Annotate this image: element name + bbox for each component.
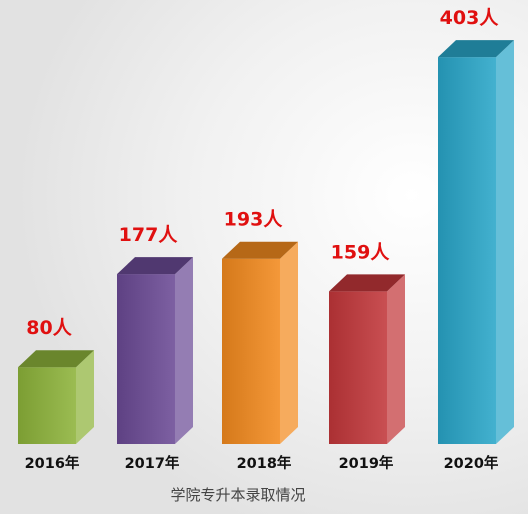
bar-side-2 bbox=[280, 241, 298, 444]
bar-top-1 bbox=[117, 257, 193, 275]
bar-value-label-4: 403人 bbox=[440, 7, 500, 29]
bar-front-4 bbox=[438, 57, 496, 445]
bar-value-label-2: 193人 bbox=[224, 209, 284, 231]
bar-side-4 bbox=[496, 40, 514, 445]
bar-value-label-1: 177人 bbox=[119, 224, 179, 246]
bar-top-3 bbox=[329, 274, 405, 292]
bar-side-1 bbox=[175, 257, 193, 444]
bar-top-4 bbox=[438, 40, 514, 58]
x-tick-label-1: 2017年 bbox=[125, 454, 180, 472]
bar-top-0 bbox=[18, 350, 94, 368]
bar-front-1 bbox=[117, 274, 175, 444]
x-tick-label-3: 2019年 bbox=[339, 454, 394, 472]
x-tick-label-4: 2020年 bbox=[444, 454, 499, 472]
bar-side-3 bbox=[387, 274, 405, 444]
x-tick-label-0: 2016年 bbox=[25, 454, 80, 472]
bar-top-2 bbox=[222, 241, 298, 259]
bar-side-0 bbox=[76, 350, 94, 444]
chart-caption: 学院专升本录取情况 bbox=[170, 486, 306, 504]
x-tick-label-2: 2018年 bbox=[237, 454, 292, 472]
bar-front-3 bbox=[329, 291, 387, 444]
bar-value-label-3: 159人 bbox=[331, 241, 391, 263]
bar-front-0 bbox=[18, 367, 76, 444]
bar-front-2 bbox=[222, 258, 280, 444]
bar-value-label-0: 80人 bbox=[26, 317, 72, 339]
